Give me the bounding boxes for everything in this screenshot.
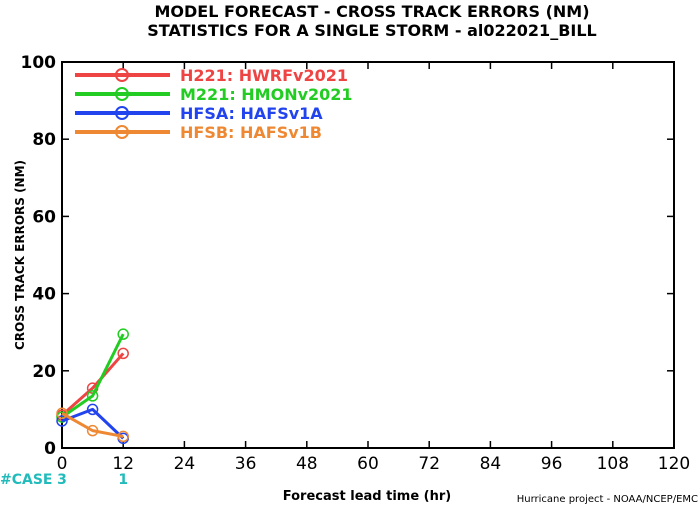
x-tick-label: 96 (541, 454, 563, 474)
x-tick-label: 0 (57, 454, 68, 474)
y-tick-label: 100 (21, 53, 57, 73)
x-tick-label: 60 (357, 454, 379, 474)
legend-label: HFSB: HAFSv1B (180, 123, 322, 142)
y-tick-label: 20 (32, 362, 56, 382)
chart-title-line1: MODEL FORECAST - CROSS TRACK ERRORS (NM) (154, 2, 589, 21)
series-point (56, 407, 68, 420)
legend-marker (115, 106, 129, 120)
x-axis: 0 12 24 36 48 60 72 84 96 108 120 (57, 62, 690, 474)
series-layer (56, 328, 129, 445)
y-tick-label: 0 (44, 439, 56, 459)
case-count: 1 (118, 472, 128, 488)
case-count: 3 (57, 472, 67, 488)
chart-title-line2: STATISTICS FOR A SINGLE STORM - al022021… (147, 21, 596, 40)
legend-marker (115, 87, 129, 101)
case-label: #CASE (0, 472, 53, 488)
x-tick-label: 48 (296, 454, 318, 474)
series-point (86, 424, 99, 437)
credit-text: Hurricane project - NOAA/NCEP/EMC (517, 494, 698, 505)
series-point (86, 390, 99, 402)
legend-label: H221: HWRFv2021 (180, 66, 348, 85)
x-axis-label: Forecast lead time (hr) (283, 489, 451, 504)
x-tick-label: 120 (658, 454, 690, 474)
legend-marker (115, 68, 129, 82)
y-tick-label: 40 (32, 285, 56, 305)
series-line (61, 352, 125, 417)
series-point (117, 430, 129, 443)
series-point (56, 415, 68, 427)
legend-marker (115, 125, 129, 139)
x-tick-label: 108 (597, 454, 629, 474)
y-axis: 0 20 40 60 80 100 (21, 53, 674, 459)
series-line (61, 411, 124, 438)
x-tick-label: 36 (235, 454, 257, 474)
series-point (86, 403, 99, 416)
x-tick-label: 24 (174, 454, 196, 474)
y-axis-label: CROSS TRACK ERRORS (NM) (13, 160, 27, 350)
y-tick-label: 80 (32, 130, 56, 150)
plot-frame (61, 61, 675, 449)
legend-label: HFSA: HAFSv1A (180, 104, 323, 123)
series-line (61, 407, 125, 440)
y-tick-label: 60 (32, 207, 56, 227)
x-tick-label: 72 (418, 454, 440, 474)
x-tick-label: 84 (480, 454, 502, 474)
x-tick-label: 12 (112, 454, 134, 474)
series-point (117, 347, 129, 360)
legend-label: M221: HMONv2021 (180, 85, 353, 104)
series-line (61, 333, 125, 419)
series-point (117, 328, 129, 340)
